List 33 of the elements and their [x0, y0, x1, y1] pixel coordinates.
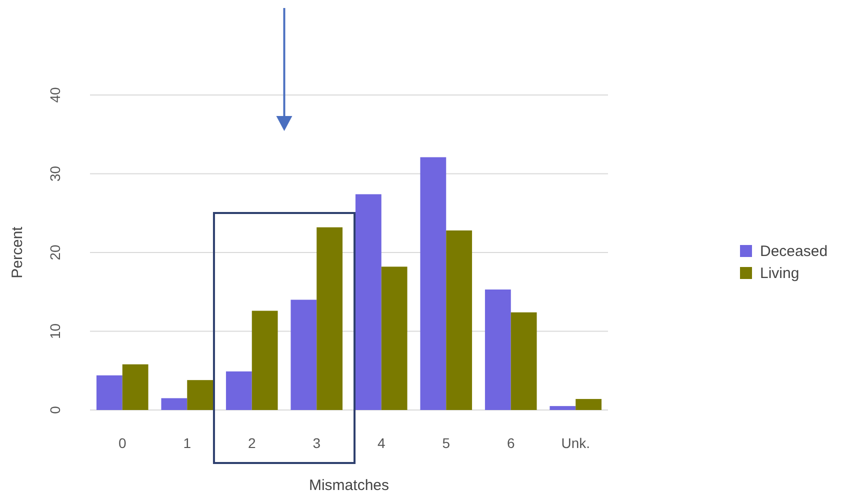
bar: [550, 406, 576, 410]
y-tick-label: 10: [47, 323, 63, 340]
x-tick-label: 5: [442, 435, 450, 451]
y-axis-title: Percent: [9, 226, 26, 278]
bar: [290, 300, 317, 410]
bar: [484, 290, 511, 410]
bar: [420, 157, 446, 410]
x-tick-label: 0: [118, 435, 126, 451]
y-tick-label: 40: [47, 87, 63, 103]
x-tick-label: 4: [377, 435, 386, 451]
x-tick-label: Unk.: [561, 435, 590, 451]
y-tick-label: 20: [47, 244, 63, 260]
bar: [446, 230, 472, 410]
bar: [316, 227, 343, 410]
x-tick-label: 3: [312, 435, 321, 451]
bar: [226, 371, 252, 410]
x-tick-label: 6: [506, 435, 515, 451]
bar: [96, 375, 122, 410]
bar: [252, 310, 278, 410]
bar: [187, 380, 214, 410]
x-tick-label: 1: [183, 435, 192, 451]
bar: [381, 266, 408, 410]
bar: [510, 312, 537, 410]
y-tick-label: 30: [47, 166, 63, 182]
y-tick-label: 0: [47, 406, 63, 414]
bar: [122, 364, 148, 410]
bar: [576, 398, 602, 410]
legend-label: Deceased: [760, 243, 828, 260]
x-tick-label: 2: [248, 435, 256, 451]
bar: [355, 194, 382, 410]
bar: [161, 398, 188, 410]
x-axis-title: Mismatches: [308, 477, 390, 494]
legend-label: Living: [760, 265, 800, 282]
